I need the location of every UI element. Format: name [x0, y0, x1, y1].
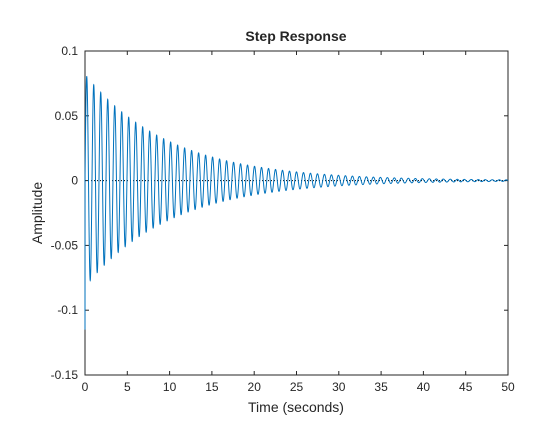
x-tick-label: 15: [205, 380, 219, 394]
x-tick-label: 50: [501, 380, 515, 394]
y-tick-label: 0: [71, 174, 78, 188]
x-tick-label: 10: [163, 380, 177, 394]
x-tick-label: 5: [124, 380, 131, 394]
x-tick-label: 35: [374, 380, 388, 394]
x-tick-label: 0: [82, 380, 89, 394]
axis-ticks: 0 5 10 15 20 25 30 35 40 45 50 0.1 0.05 0 -0.05 -0.1 -0.…: [51, 44, 515, 394]
y-tick-label: 0.05: [55, 109, 79, 123]
x-tick-label: 20: [248, 380, 262, 394]
y-tick-label: -0.05: [51, 238, 79, 252]
y-tick-label: -0.15: [51, 368, 79, 382]
x-tick-label: 40: [417, 380, 431, 394]
y-tick-label: -0.1: [57, 303, 78, 317]
x-axis-title: Time (seconds): [248, 399, 344, 415]
plot-area: [84, 50, 509, 376]
chart-title: Step Response: [245, 28, 346, 44]
x-tick-label: 30: [332, 380, 346, 394]
x-tick-label: 25: [290, 380, 304, 394]
y-tick-label: 0.1: [61, 44, 78, 58]
x-tick-label: 45: [459, 380, 473, 394]
y-axis-title: Amplitude: [29, 182, 45, 244]
step-response-line: [84, 75, 509, 330]
